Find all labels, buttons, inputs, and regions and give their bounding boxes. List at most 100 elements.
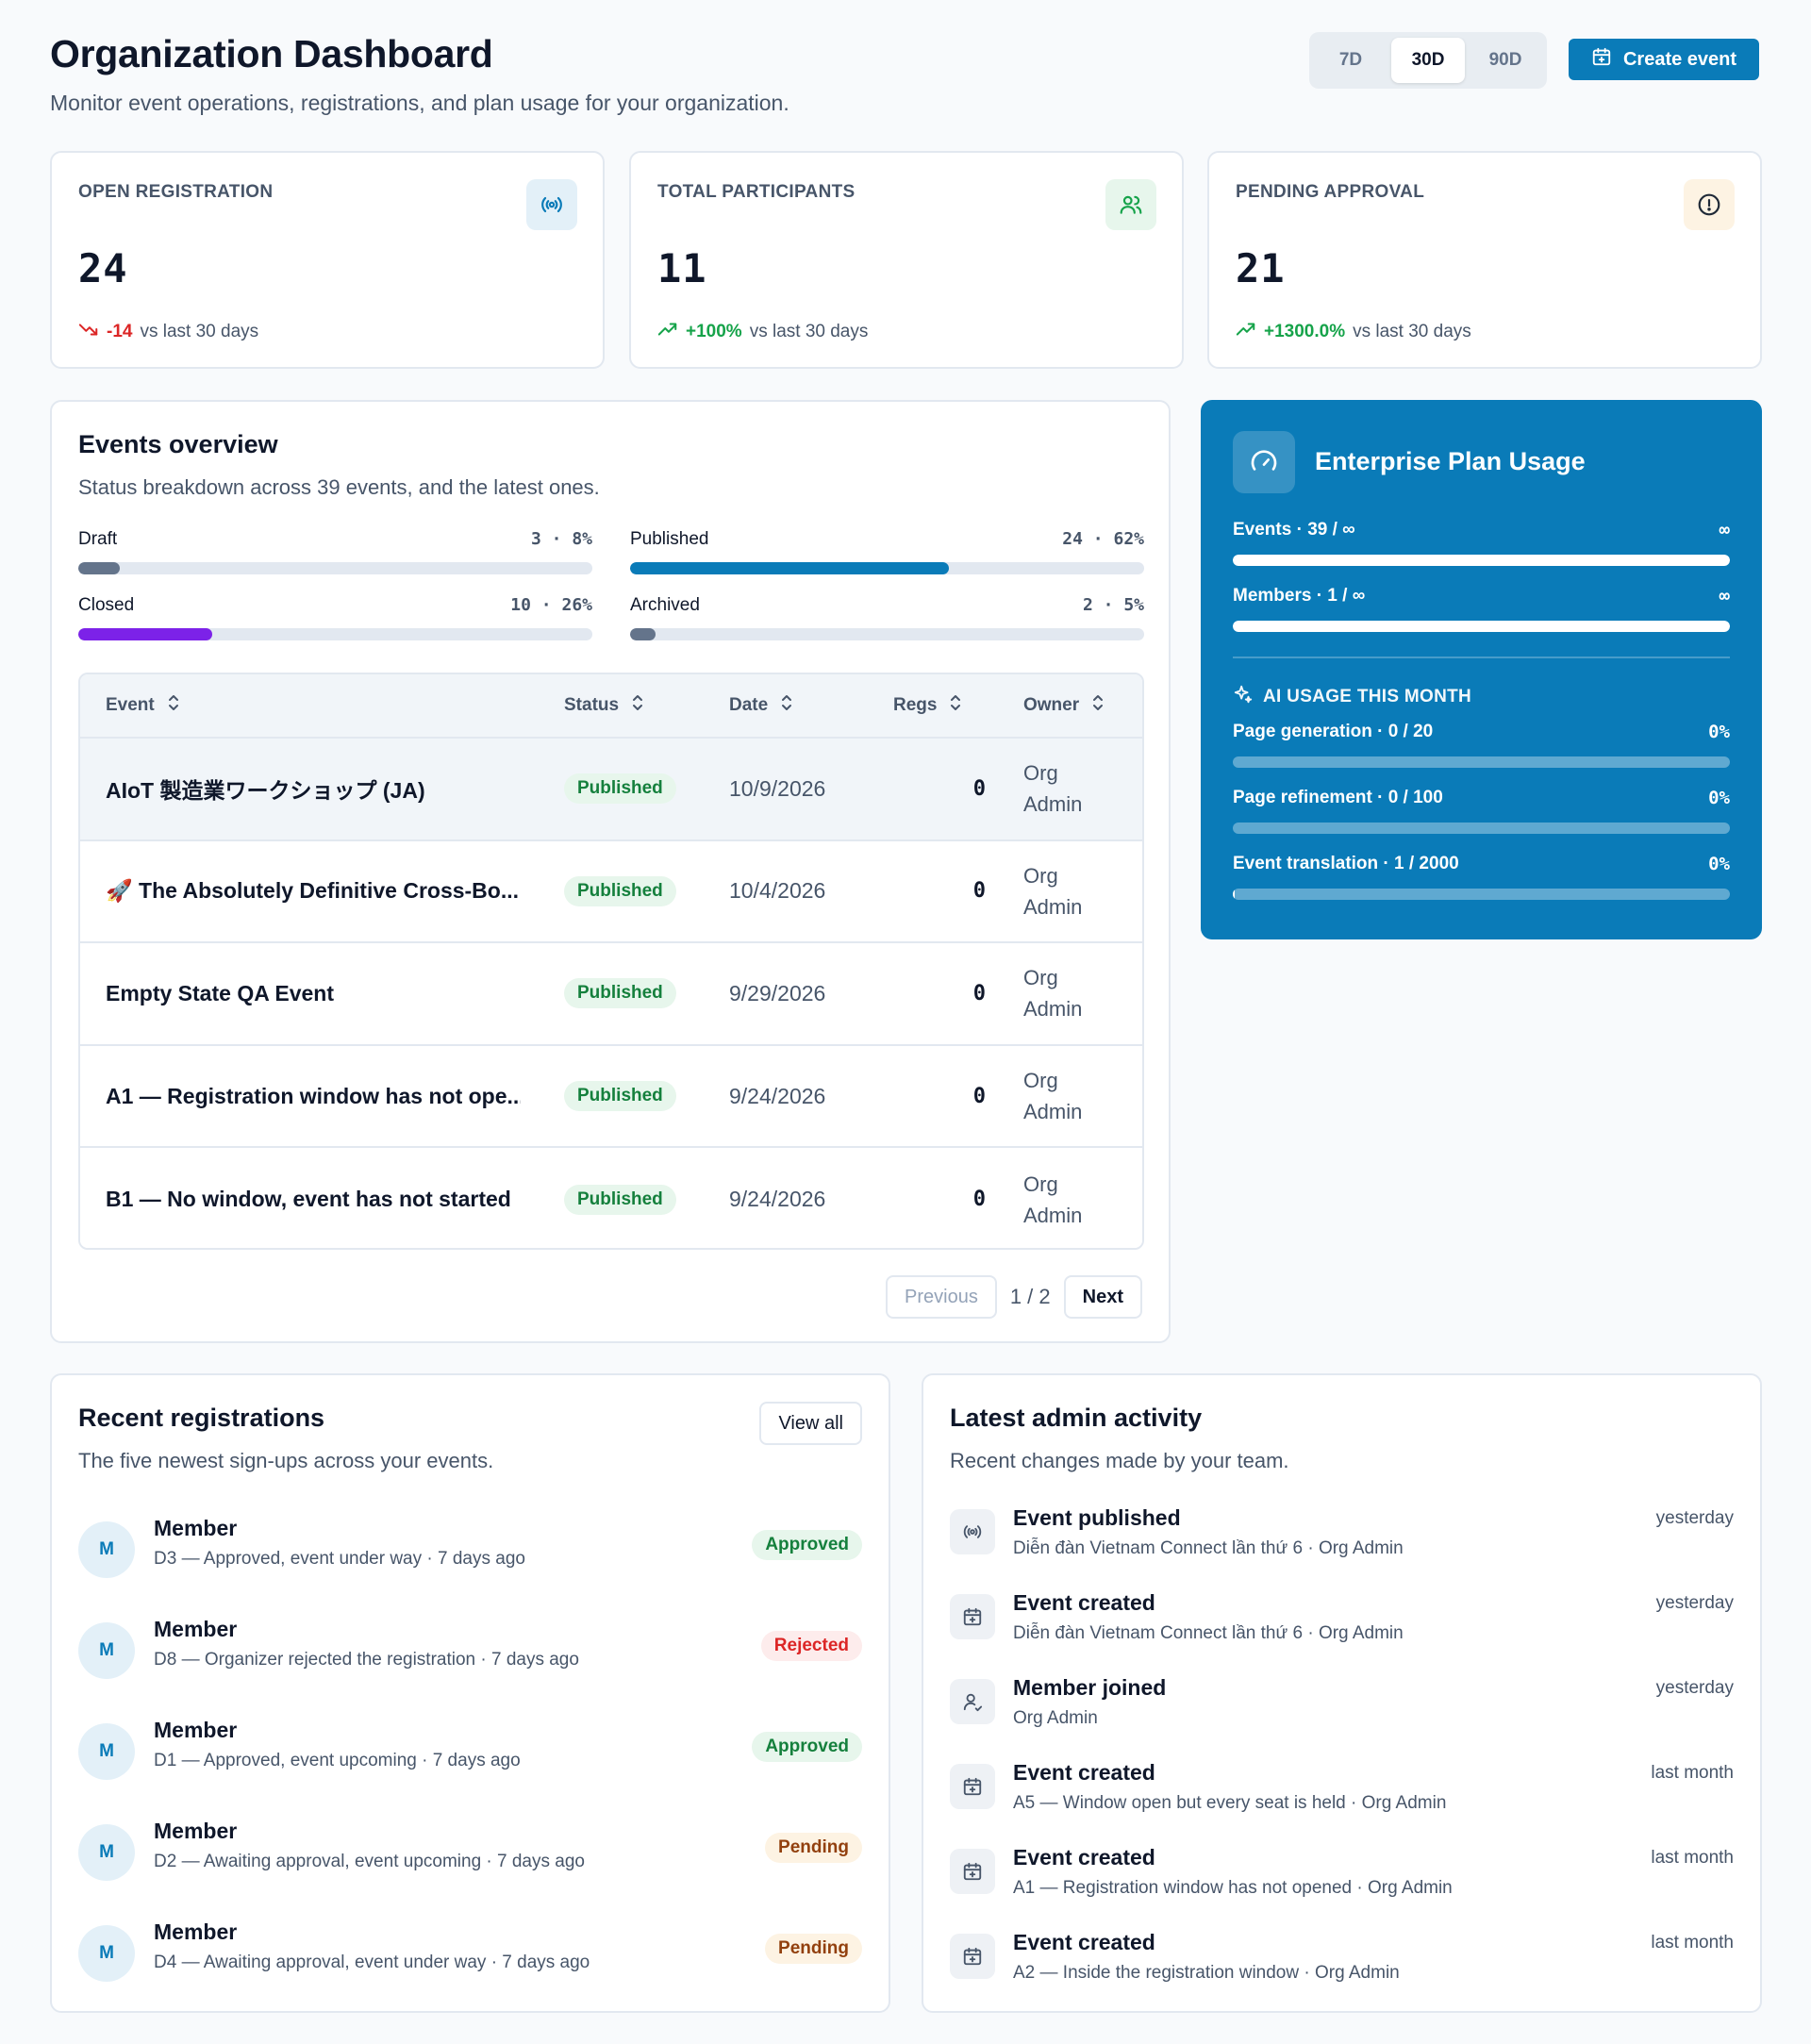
activity-title: Member joined (1013, 1675, 1167, 1700)
event-name[interactable]: A1 — Registration window has not ope... (106, 1083, 521, 1108)
list-item[interactable]: M Member D3 — Approved, event under way … (78, 1513, 862, 1588)
event-name[interactable]: 🚀 The Absolutely Definitive Cross-Bo... (106, 878, 520, 904)
ai-usage-label: Page refinement · 0 / 100 (1233, 788, 1443, 807)
page-title: Organization Dashboard (50, 32, 493, 75)
status-archived: Archived 2 · 5% (630, 595, 1144, 640)
range-30d-button[interactable]: 30D (1391, 38, 1465, 83)
users-icon (1105, 179, 1156, 230)
status-badge: Published (564, 773, 676, 805)
activity-item[interactable]: Event created A5 — Window open but every… (950, 1760, 1734, 1836)
activity-detail: A1 — Registration window has not opened … (1013, 1878, 1453, 1898)
ai-usage-pct: 0% (1708, 722, 1730, 742)
activity-time: yesterday (1655, 1678, 1734, 1698)
calendar-plus-icon (950, 1594, 995, 1639)
status-badge: Rejected (760, 1631, 862, 1661)
list-item[interactable]: M Member D2 — Awaiting approval, event u… (78, 1816, 862, 1891)
table-row[interactable]: 🚀 The Absolutely Definitive Cross-Bo... … (80, 840, 1142, 944)
column-header-date[interactable]: Date (729, 674, 794, 737)
event-date: 9/29/2026 (729, 980, 826, 1005)
next-page-button[interactable]: Next (1063, 1275, 1142, 1319)
activity-item[interactable]: Event published Diễn đàn Vietnam Connect… (950, 1505, 1734, 1581)
list-item[interactable]: M Member D4 — Awaiting approval, event u… (78, 1917, 862, 1992)
delta-value: -14 (107, 322, 133, 341)
activity-detail: A2 — Inside the registration window · Or… (1013, 1963, 1400, 1983)
stat-card-pending-approval: PENDING APPROVAL 21 +1300.0% vs last 30 … (1207, 151, 1762, 369)
table-row[interactable]: Empty State QA Event Published 9/29/2026… (80, 943, 1142, 1046)
plan-title: Enterprise Plan Usage (1315, 447, 1586, 475)
ai-usage-label: Page generation · 0 / 20 (1233, 722, 1434, 741)
activity-detail: Org Admin (1013, 1708, 1098, 1728)
status-stat: 3 · 8% (530, 529, 592, 549)
calendar-plus-icon (950, 1764, 995, 1809)
column-header-regs[interactable]: Regs (893, 674, 963, 737)
sort-icon (779, 693, 794, 718)
activity-time: last month (1651, 1763, 1734, 1783)
pagination: Previous 1 / 2 Next (886, 1275, 1142, 1319)
list-item[interactable]: M Member D8 — Organizer rejected the reg… (78, 1614, 862, 1689)
ai-usage-pct: 0% (1708, 788, 1730, 808)
list-item[interactable]: M Member D1 — Approved, event upcoming ·… (78, 1715, 862, 1790)
column-header-status[interactable]: Status (564, 674, 645, 737)
delta-compare: vs last 30 days (749, 322, 869, 341)
status-label: Archived (630, 595, 700, 615)
column-header-event[interactable]: Event (106, 674, 181, 737)
ai-usage-fill (1233, 889, 1236, 900)
ai-usage-page-generation: Page generation · 0 / 20 0% (1233, 722, 1730, 768)
event-date: 9/24/2026 (729, 1083, 826, 1108)
activity-item[interactable]: Event created Diễn đàn Vietnam Connect l… (950, 1590, 1734, 1666)
event-name[interactable]: B1 — No window, event has not started (106, 1187, 511, 1212)
event-owner: Org Admin (1023, 863, 1083, 919)
create-event-button[interactable]: Create event (1569, 39, 1759, 80)
events-table: Event Status Date Regs Owner AIoT 製造業ワーク… (78, 673, 1144, 1250)
user-icon (950, 1679, 995, 1724)
registration-detail: D3 — Approved, event under way · 7 days … (154, 1549, 525, 1569)
column-header-owner[interactable]: Owner (1023, 674, 1105, 737)
status-badge: Pending (765, 1934, 862, 1964)
activity-title: Event published (1013, 1505, 1181, 1530)
activity-item[interactable]: Event created A2 — Inside the registrati… (950, 1930, 1734, 2005)
range-90d-button[interactable]: 90D (1488, 50, 1522, 70)
plan-limit-value: ∞ (1719, 520, 1730, 540)
status-badge: Approved (752, 1530, 862, 1560)
event-name[interactable]: AIoT 製造業ワークショップ (JA) (106, 778, 425, 804)
table-row[interactable]: AIoT 製造業ワークショップ (JA) Published 10/9/2026… (80, 739, 1142, 841)
status-bar-fill (78, 562, 120, 574)
delta-compare: vs last 30 days (1353, 322, 1471, 341)
status-badge: Pending (765, 1833, 862, 1863)
event-name[interactable]: Empty State QA Event (106, 980, 334, 1005)
section-title: Recent registrations (78, 1404, 325, 1432)
registration-detail: D8 — Organizer rejected the registration… (154, 1650, 579, 1670)
event-owner: Org Admin (1023, 761, 1083, 817)
sort-icon (1090, 693, 1105, 718)
range-7d-button[interactable]: 7D (1338, 50, 1363, 70)
activity-item[interactable]: Member joined Org Admin yesterday (950, 1675, 1734, 1751)
activity-title: Event created (1013, 1760, 1155, 1785)
table-row[interactable]: B1 — No window, event has not started Pu… (80, 1148, 1142, 1248)
table-header: Event Status Date Regs Owner (80, 674, 1142, 739)
plan-limit-events: Events · 39 / ∞ ∞ (1233, 520, 1730, 566)
stat-label: TOTAL PARTICIPANTS (657, 182, 856, 202)
registration-detail: D4 — Awaiting approval, event under way … (154, 1953, 590, 1972)
ai-usage-heading: AI USAGE THIS MONTH (1233, 684, 1471, 710)
status-stat: 2 · 5% (1082, 595, 1144, 615)
status-closed: Closed 10 · 26% (78, 595, 592, 640)
ai-usage-pct: 0% (1708, 854, 1730, 874)
divider (1233, 656, 1730, 658)
view-all-button[interactable]: View all (759, 1402, 862, 1445)
registration-detail: D2 — Awaiting approval, event upcoming ·… (154, 1852, 585, 1871)
activity-item[interactable]: Event created A1 — Registration window h… (950, 1845, 1734, 1920)
page-indicator: 1 / 2 (1009, 1285, 1051, 1308)
table-row[interactable]: A1 — Registration window has not ope... … (80, 1045, 1142, 1149)
status-badge: Published (564, 1081, 676, 1112)
event-date: 10/9/2026 (729, 775, 826, 801)
status-bar-fill (78, 628, 212, 640)
stat-label: OPEN REGISTRATION (78, 182, 274, 202)
ai-usage-page-refinement: Page refinement · 0 / 100 0% (1233, 788, 1730, 834)
activity-time: yesterday (1655, 1508, 1734, 1528)
sort-icon (166, 693, 181, 718)
previous-page-button[interactable]: Previous (886, 1275, 997, 1319)
registrant-name: Member (154, 1718, 238, 1742)
stat-value: 11 (657, 245, 707, 291)
ai-usage-label: Event translation · 1 / 2000 (1233, 854, 1459, 873)
alert-circle-icon (1684, 179, 1735, 230)
